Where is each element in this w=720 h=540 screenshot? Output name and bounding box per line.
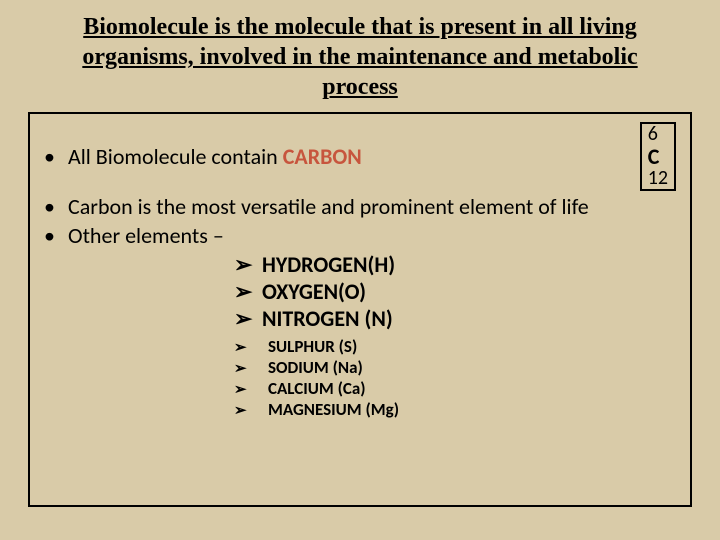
arrow-icon: ➢: [234, 359, 268, 377]
arrow-icon: ➢: [234, 306, 262, 332]
list-item: ➢ MAGNESIUM (Mg): [234, 399, 676, 420]
list-item: ➢ CALCIUM (Ca): [234, 378, 676, 399]
slide-title: Biomolecule is the molecule that is pres…: [28, 12, 692, 102]
element-label: HYDROGEN(H): [262, 251, 395, 278]
list-item: ➢ NITROGEN (N): [234, 305, 676, 332]
arrow-icon: ➢: [234, 380, 268, 398]
content-frame: • All Biomolecule contain CARBON 6 C 12 …: [28, 112, 692, 507]
major-elements-list: ➢ HYDROGEN(H) ➢ OXYGEN(O) ➢ NITROGEN (N): [234, 251, 676, 332]
element-label: NITROGEN (N): [262, 305, 393, 332]
bullet-other-elements: • Other elements –: [44, 222, 676, 249]
element-label: CALCIUM (Ca): [268, 378, 366, 399]
arrow-icon: ➢: [234, 279, 262, 305]
atomic-number: 6: [648, 124, 668, 145]
bullet-carbon: • All Biomolecule contain CARBON 6 C 12: [44, 122, 676, 191]
bullet-glyph: •: [44, 193, 68, 220]
atomic-mass: 12: [648, 168, 668, 189]
arrow-icon: ➢: [234, 338, 268, 356]
bullet-text: All Biomolecule contain CARBON: [68, 143, 634, 170]
arrow-icon: ➢: [234, 252, 262, 278]
element-symbol: C: [648, 145, 668, 168]
bullet-text: Other elements –: [68, 222, 676, 249]
bullet-1-prefix: All Biomolecule contain: [68, 143, 283, 170]
carbon-element-box: 6 C 12: [640, 122, 676, 191]
bullet-glyph: •: [44, 143, 68, 170]
list-item: ➢ SULPHUR (S): [234, 336, 676, 357]
minor-elements-list: ➢ SULPHUR (S) ➢ SODIUM (Na) ➢ CALCIUM (C…: [234, 336, 676, 420]
element-label: MAGNESIUM (Mg): [268, 399, 399, 420]
list-item: ➢ OXYGEN(O): [234, 278, 676, 305]
list-item: ➢ SODIUM (Na): [234, 357, 676, 378]
list-item: ➢ HYDROGEN(H): [234, 251, 676, 278]
bullet-text: Carbon is the most versatile and promine…: [68, 193, 676, 220]
element-label: SULPHUR (S): [268, 336, 357, 357]
element-label: OXYGEN(O): [262, 278, 366, 305]
element-label: SODIUM (Na): [268, 357, 363, 378]
bullet-versatile: • Carbon is the most versatile and promi…: [44, 193, 676, 220]
arrow-icon: ➢: [234, 401, 268, 419]
carbon-highlight: CARBON: [283, 143, 362, 170]
bullet-glyph: •: [44, 222, 68, 249]
